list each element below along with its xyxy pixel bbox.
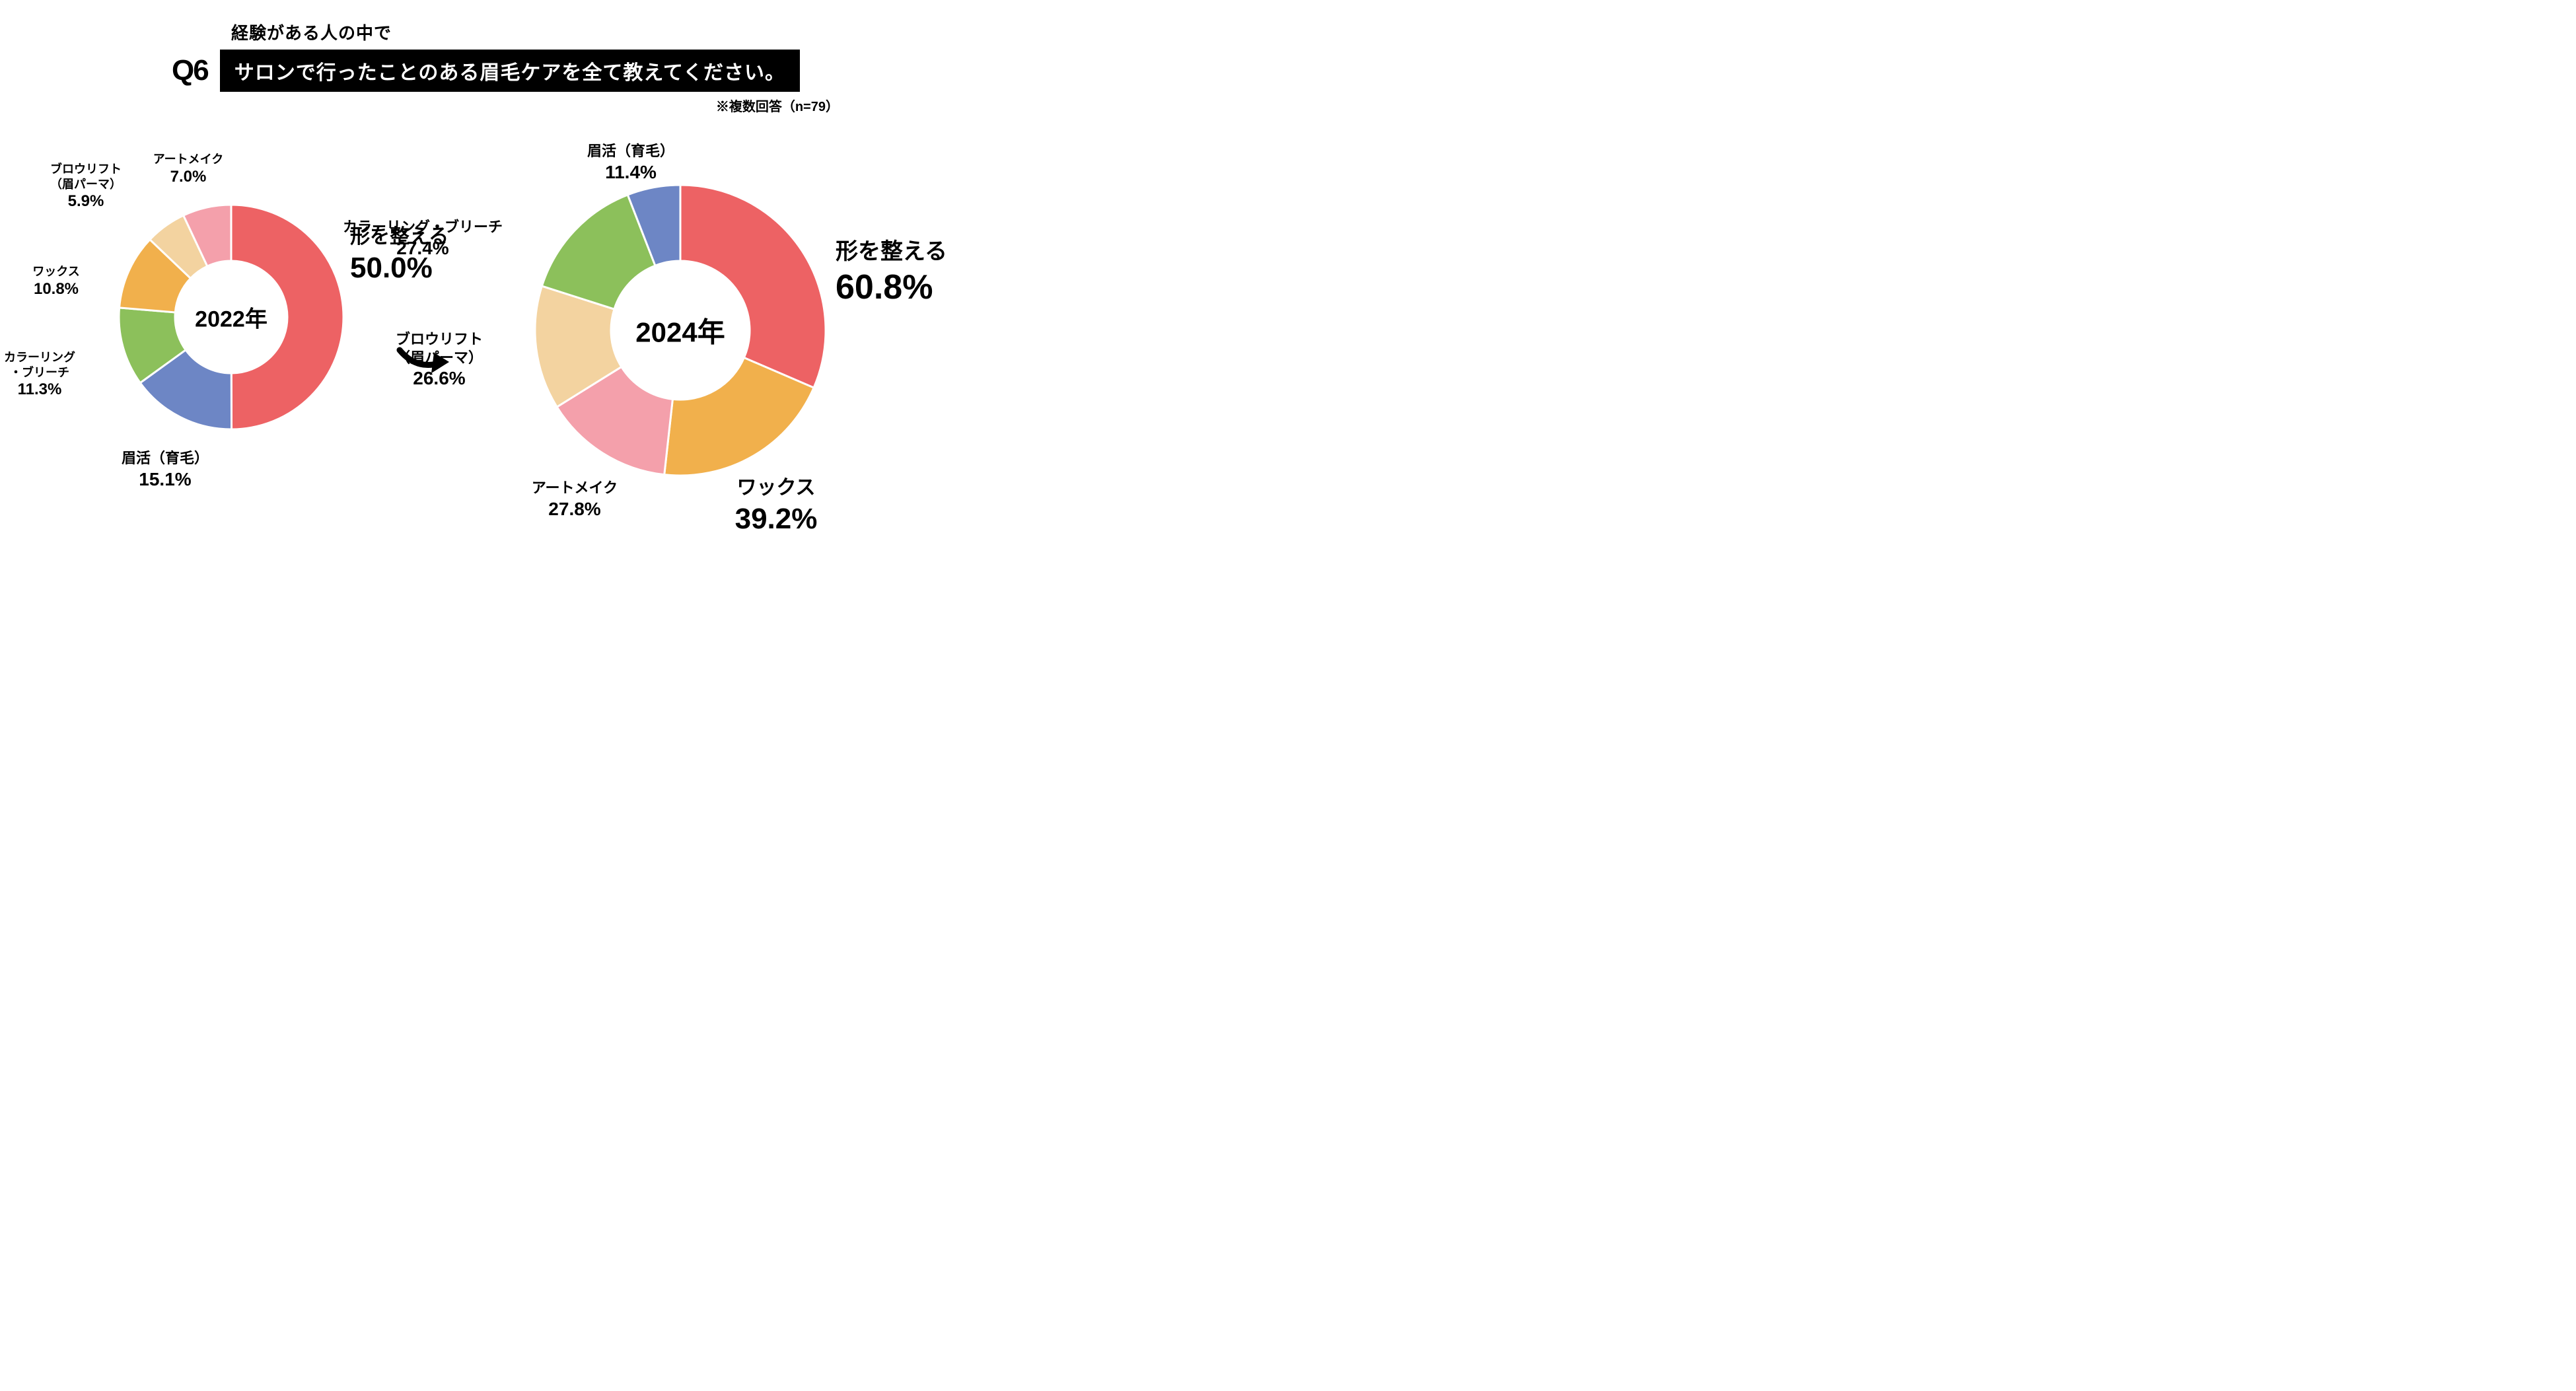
slice-label: 眉活（育毛）11.4% bbox=[587, 142, 674, 184]
slice-label: アートメイク27.8% bbox=[532, 479, 618, 520]
arrow-icon bbox=[393, 337, 459, 383]
center-label-2024: 2024年 bbox=[635, 310, 725, 351]
slice-label: ワックス39.2% bbox=[735, 476, 818, 537]
slice-label: カラーリング・ブリーチ27.4% bbox=[343, 218, 503, 260]
slice-label: 形を整える60.8% bbox=[836, 238, 947, 309]
slice-2024 bbox=[680, 185, 826, 388]
